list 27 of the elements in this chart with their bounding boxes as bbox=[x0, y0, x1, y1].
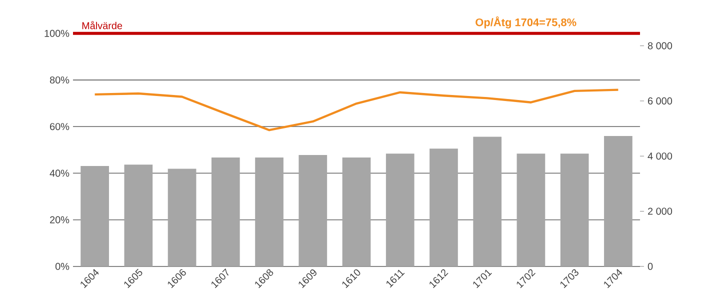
bar bbox=[604, 136, 632, 266]
y-tick-label: 40% bbox=[50, 170, 70, 177]
bar bbox=[80, 166, 109, 266]
bar bbox=[168, 168, 196, 266]
bar bbox=[211, 157, 240, 266]
y-tick-label: 20% bbox=[50, 216, 70, 224]
bar bbox=[430, 148, 458, 266]
bar bbox=[386, 154, 414, 266]
y2-tick-label: 0 bbox=[648, 262, 653, 270]
y2-tick-label: 4 000 bbox=[648, 152, 672, 160]
y-tick-label: 80% bbox=[50, 76, 70, 84]
bar bbox=[473, 136, 502, 266]
y-tick-label: 100% bbox=[44, 30, 70, 37]
y2-tick-label: 8 000 bbox=[648, 42, 672, 50]
bar bbox=[124, 164, 153, 266]
y2-tick-label: 6 000 bbox=[648, 97, 672, 104]
bar bbox=[298, 154, 328, 266]
y-tick-label: 60% bbox=[50, 123, 70, 130]
line-series bbox=[94, 88, 620, 132]
ref-line-label: Målvärde bbox=[82, 21, 122, 30]
bar bbox=[516, 154, 546, 266]
y2-tick-label: 2 000 bbox=[648, 208, 672, 215]
y-tick-label: 0% bbox=[55, 262, 70, 270]
text: Op/Åtg 1704=75,8% bbox=[476, 16, 576, 28]
bar bbox=[255, 157, 284, 266]
bar bbox=[560, 154, 589, 266]
bar bbox=[342, 157, 371, 266]
